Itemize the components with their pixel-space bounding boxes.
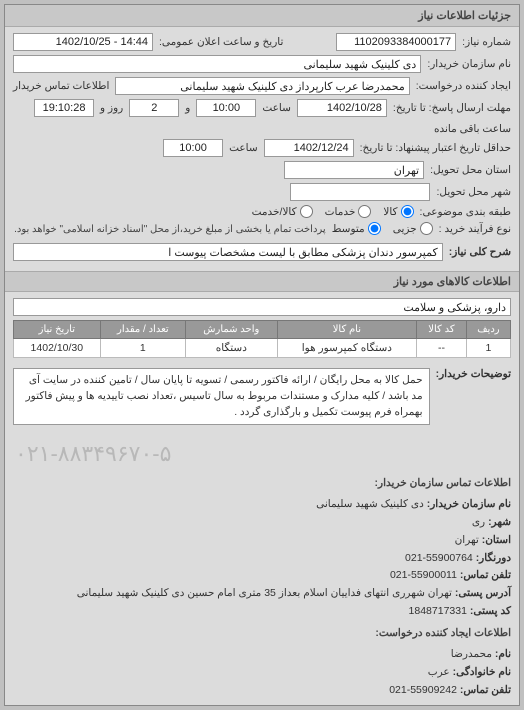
c-address-label: آدرس پستی:	[455, 587, 511, 599]
deadline-date-field[interactable]	[297, 99, 387, 117]
req-no-label: شماره نیاز:	[462, 36, 511, 48]
col-unit: واحد شمارش	[186, 321, 278, 339]
radio-kala[interactable]: کالا	[383, 205, 413, 218]
items-table: ردیف کد کالا نام کالا واحد شمارش تعداد /…	[13, 320, 511, 358]
c-postal: 1848717331	[409, 605, 467, 617]
cell-qty: 1	[100, 339, 185, 358]
radio-low-input[interactable]	[420, 222, 433, 235]
col-code: کد کالا	[417, 321, 467, 339]
radio-low-label: جزیی	[393, 223, 417, 235]
city-label: شهر محل تحویل:	[436, 186, 511, 198]
details-panel: جزئیات اطلاعات نیاز شماره نیاز: تاریخ و …	[4, 4, 520, 706]
desc-field[interactable]	[13, 243, 443, 261]
radio-kala-input[interactable]	[401, 205, 414, 218]
c-city-label: شهر:	[488, 516, 511, 528]
requester-label: ایجاد کننده درخواست:	[416, 80, 511, 92]
days-label: روز و	[100, 102, 123, 114]
buyer-notes-box: حمل کالا به محل رایگان / ارائه فاکتور رس…	[13, 368, 430, 425]
c-phone: 55900011-021	[390, 569, 457, 581]
cell-date: 1402/10/30	[14, 339, 101, 358]
phone-large: ۰۲۱-۸۸۳۴۹۶۷۰-۵	[5, 439, 519, 469]
c-lname: عرب	[428, 666, 450, 678]
c-fax-label: دورنگار:	[476, 552, 511, 564]
hours-left-field[interactable]	[34, 99, 94, 117]
pay-note: پرداخت تمام یا بخشی از مبلغ خرید،از محل …	[14, 224, 326, 235]
days-left-field[interactable]	[129, 99, 179, 117]
announce-date-field[interactable]	[13, 33, 153, 51]
hours-label: ساعت باقی مانده	[434, 123, 511, 135]
panel-title: جزئیات اطلاعات نیاز	[5, 5, 519, 27]
contact-section: اطلاعات تماس سازمان خریدار: نام سازمان خ…	[5, 469, 519, 705]
cell-row: 1	[466, 339, 510, 358]
form-body: شماره نیاز: تاریخ و ساعت اعلان عمومی: نا…	[5, 27, 519, 271]
cell-unit: دستگاه	[186, 339, 278, 358]
validity-label: حداقل تاریخ اعتبار پیشنهاد: تا تاریخ:	[360, 142, 511, 154]
c-orgname: دی کلینیک شهید سلیمانی	[316, 498, 424, 510]
announce-date-label: تاریخ و ساعت اعلان عمومی:	[159, 36, 283, 48]
c-name-label: نام:	[495, 648, 511, 660]
budget-type-label: طبقه بندی موضوعی:	[420, 206, 511, 218]
desc-label: شرح کلی نیاز:	[449, 246, 511, 258]
validity-date-field[interactable]	[264, 139, 354, 157]
radio-mid-label: متوسط	[332, 223, 365, 235]
radio-mid-input[interactable]	[368, 222, 381, 235]
c-fax: 55900764-021	[405, 552, 473, 564]
col-name: نام کالا	[277, 321, 417, 339]
radio-low[interactable]: جزیی	[393, 222, 433, 235]
radio-mid[interactable]: متوسط	[332, 222, 381, 235]
category-field[interactable]	[13, 298, 511, 316]
c-city: ری	[472, 516, 485, 528]
cell-name: دستگاه کمپرسور هوا	[277, 339, 417, 358]
contact-header: اطلاعات تماس سازمان خریدار:	[13, 475, 511, 493]
cell-code: --	[417, 339, 467, 358]
requester-field[interactable]	[115, 77, 409, 95]
c-province-label: استان:	[482, 534, 511, 546]
radio-khadamat[interactable]: خدمات	[325, 205, 372, 218]
contact-info-label: اطلاعات تماس خریدار	[13, 80, 109, 92]
pay-type-label: نوع فرآیند خرید :	[439, 223, 511, 235]
req-no-field[interactable]	[336, 33, 456, 51]
radio-kala-khadamat-label: کالا/خدمت	[252, 206, 297, 218]
buyer-name-field[interactable]	[13, 55, 421, 73]
col-row: ردیف	[466, 321, 510, 339]
c-lname-label: نام خانوادگی:	[453, 666, 511, 678]
c-name: محمدرضا	[451, 648, 492, 660]
city-field[interactable]	[290, 183, 430, 201]
subject-radio-group: کالا خدمات کالا/خدمت	[252, 205, 414, 218]
col-date: تاریخ نیاز	[14, 321, 101, 339]
table-row[interactable]: 1 -- دستگاه کمپرسور هوا دستگاه 1 1402/10…	[14, 339, 511, 358]
table-header-row: ردیف کد کالا نام کالا واحد شمارش تعداد /…	[14, 321, 511, 339]
buyer-notes-label: توضیحات خریدار:	[436, 364, 511, 380]
province-label: استان محل تحویل:	[430, 164, 511, 176]
c-phone-label: تلفن تماس:	[460, 569, 511, 581]
deadline-time-field[interactable]	[196, 99, 256, 117]
radio-khadamat-label: خدمات	[325, 206, 356, 218]
process-radio-group: جزیی متوسط	[332, 222, 433, 235]
time-label-1: ساعت	[262, 102, 291, 114]
c-address: تهران شهرری انتهای فداییان اسلام بعداز 3…	[77, 587, 452, 599]
radio-kala-khadamat[interactable]: کالا/خدمت	[252, 205, 313, 218]
c-province: تهران	[455, 534, 479, 546]
col-qty: تعداد / مقدار	[100, 321, 185, 339]
c-postal-label: کد پستی:	[470, 605, 511, 617]
and-label: و	[185, 102, 190, 114]
c-orgname-label: نام سازمان خریدار:	[427, 498, 511, 510]
radio-kala-khadamat-input[interactable]	[300, 205, 313, 218]
deadline-label: مهلت ارسال پاسخ: تا تاریخ:	[393, 102, 511, 114]
req-creator-header: اطلاعات ایجاد کننده درخواست:	[13, 625, 511, 643]
radio-khadamat-input[interactable]	[358, 205, 371, 218]
province-field[interactable]	[284, 161, 424, 179]
items-section-title: اطلاعات کالاهای مورد نیاز	[5, 271, 519, 292]
radio-kala-label: کالا	[383, 206, 397, 218]
c-cphone-label: تلفن تماس:	[460, 684, 511, 696]
validity-time-field[interactable]	[163, 139, 223, 157]
c-cphone: 55909242-021	[389, 684, 457, 696]
time-label-2: ساعت	[229, 142, 258, 154]
buyer-name-label: نام سازمان خریدار:	[427, 58, 511, 70]
